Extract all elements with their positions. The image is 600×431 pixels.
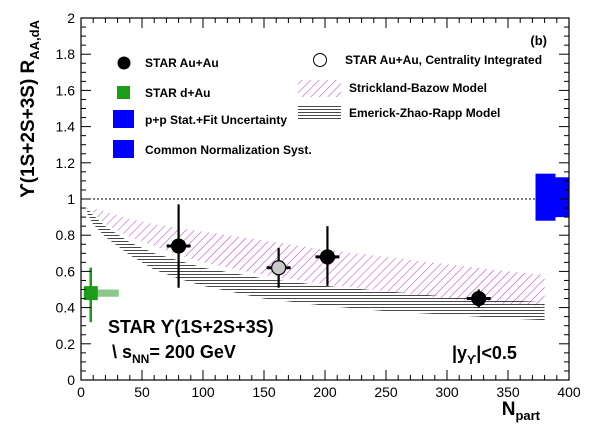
panel-label: (b) xyxy=(530,33,547,48)
y-tick-label: 0.8 xyxy=(56,227,76,243)
legend-marker-norm-syst xyxy=(113,140,134,158)
data-point-au-au-integrated xyxy=(271,260,287,276)
x-axis-title: Npart xyxy=(502,399,541,423)
x-tick-label: 150 xyxy=(252,384,276,400)
legend-label-pp-unc: p+p Stat.+Fit Uncertainty xyxy=(145,113,287,127)
y-tick-label: 2 xyxy=(67,10,75,26)
data-point-au-au xyxy=(171,238,187,254)
y-tick-label: 0.4 xyxy=(56,300,76,316)
y-tick-label: 1.4 xyxy=(56,119,76,135)
legend-label-strickland: Strickland-Bazow Model xyxy=(349,81,487,95)
pp-uncertainty-band xyxy=(535,173,556,221)
x-tick-label: 0 xyxy=(77,384,85,400)
experiment-label: STAR ϒ(1S+2S+3S) xyxy=(108,317,274,337)
norm-syst-band xyxy=(552,177,570,218)
y-tick-label: 1.2 xyxy=(56,155,76,171)
y-tick-label: 0.2 xyxy=(56,336,76,352)
legend-marker-au-au-integrated xyxy=(313,53,327,67)
legend-marker-emerick xyxy=(298,105,341,121)
x-tick-label: 400 xyxy=(557,384,581,400)
x-tick-label: 250 xyxy=(374,384,398,400)
data-point-d-au xyxy=(83,286,98,301)
x-axis-title-sub: part xyxy=(515,408,540,423)
energy-label: \ sNN= 200 GeV xyxy=(112,342,236,366)
y-axis-title-sub: AA,dA xyxy=(27,19,42,59)
y-tick-label: 1.8 xyxy=(56,46,76,62)
legend-marker-d-au xyxy=(117,86,130,99)
y-tick-label: 0 xyxy=(67,372,75,388)
x-tick-label: 50 xyxy=(134,384,150,400)
legend-marker-pp-unc xyxy=(113,110,134,128)
legend-label-au-au: STAR Au+Au xyxy=(145,56,219,70)
x-tick-label: 300 xyxy=(435,384,459,400)
data-point-au-au xyxy=(319,249,336,265)
legend-label-emerick: Emerick-Zhao-Rapp Model xyxy=(349,106,500,120)
legend-marker-au-au xyxy=(117,56,131,70)
legend-label-au-au-integrated: STAR Au+Au, Centrality Integrated xyxy=(345,53,542,67)
data-point-au-au xyxy=(471,290,487,307)
legend-marker-strickland xyxy=(298,80,341,97)
legend-label-d-au: STAR d+Au xyxy=(145,86,210,100)
legend: STAR Au+Au STAR d+Au p+p Stat.+Fit Uncer… xyxy=(113,53,542,158)
y-tick-label: 0.6 xyxy=(56,263,76,279)
y-tick-label: 1.6 xyxy=(56,82,76,98)
x-tick-label: 200 xyxy=(313,384,337,400)
x-tick-label: 100 xyxy=(191,384,215,400)
rapidity-label: |yϒ|<0.5 xyxy=(452,343,517,367)
sys-error-box xyxy=(88,289,119,297)
legend-label-norm-syst: Common Normalization Syst. xyxy=(145,143,312,157)
y-axis-title: ϒ(1S+2S+3S) RAA,dA xyxy=(18,19,42,198)
x-tick-label: 350 xyxy=(496,384,520,400)
y-tick-label: 1 xyxy=(67,191,75,207)
